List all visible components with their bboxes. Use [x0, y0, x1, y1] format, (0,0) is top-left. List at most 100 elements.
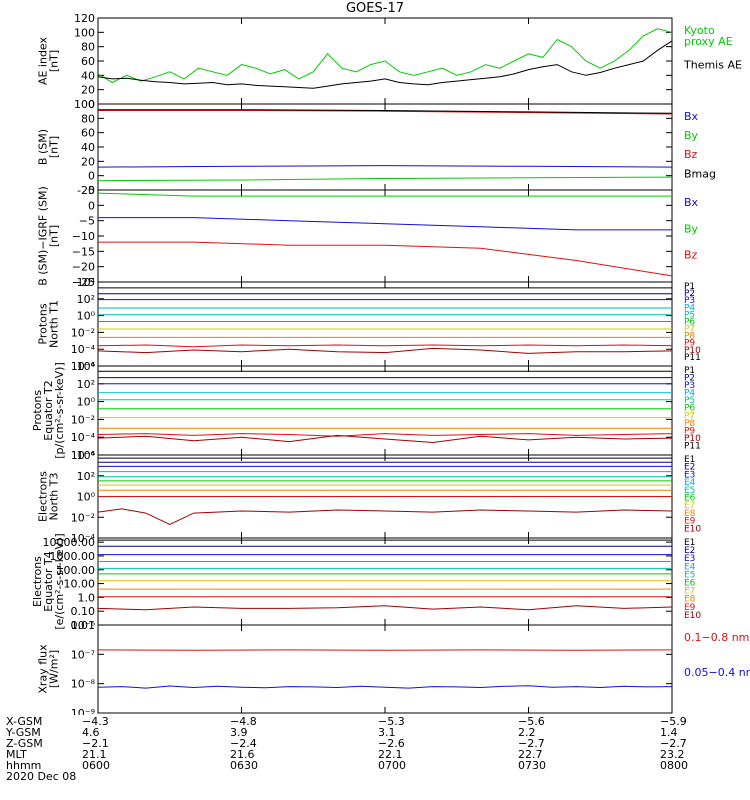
mlt-value: 21.6	[230, 748, 255, 761]
legend-label-e1: E1	[684, 538, 695, 548]
legend-label-p6: P6	[684, 317, 695, 327]
legend-label-p4: P4	[684, 389, 695, 399]
legend-label-e10: E10	[684, 611, 701, 621]
z-gsm-value: −2.6	[378, 737, 405, 750]
y-tick-label: -20	[77, 184, 95, 197]
legend-label-e8: E8	[684, 509, 696, 519]
z-gsm-value: −2.7	[518, 737, 545, 750]
legend-label-e2: E2	[684, 463, 695, 473]
y-tick-label: 10⁻⁸	[71, 678, 96, 691]
y-tick-label: 100	[74, 26, 95, 39]
y-tick-label: 10⁻⁴	[71, 532, 96, 545]
y-gsm-value: 4.6	[82, 726, 100, 739]
row-label-y-gsm: Y-GSM	[6, 726, 41, 739]
y-axis-label: [W/m²]	[48, 650, 61, 688]
series-line-by	[97, 176, 673, 182]
legend-label-e5: E5	[684, 486, 695, 496]
y-axis-label: Xray flux	[37, 644, 50, 694]
legend-label-p10: P10	[684, 434, 701, 444]
panel-frame	[97, 537, 673, 626]
y-axis-label: [e/(cm²-s-sr-keV)]	[53, 533, 66, 629]
y-axis-label: North T3	[48, 473, 61, 521]
series-line-p9	[97, 344, 673, 348]
legend-label-p1: P1	[684, 282, 695, 292]
row-label-x-gsm: X-GSM	[6, 715, 43, 728]
y-tick-label: 20	[81, 155, 95, 168]
hhmm-value: 0700	[378, 759, 406, 772]
y-axis-label: North T1	[48, 300, 61, 348]
y-tick-label: 10⁻⁷	[71, 648, 95, 661]
legend-label-e9: E9	[684, 517, 696, 527]
legend-label-bz: Bz	[684, 249, 698, 262]
y-axis-label: [p/(cm²-s-sr-keV)]	[53, 362, 66, 459]
y-tick-label: 0.01	[71, 619, 96, 632]
z-gsm-value: −2.4	[230, 737, 257, 750]
y-tick-label: 10⁴	[77, 276, 96, 289]
y-tick-label: 10⁰	[77, 310, 96, 323]
series-line-bz	[98, 241, 673, 277]
y-tick-label: 10⁻⁴	[71, 343, 96, 356]
y-axis-label: Electrons	[37, 471, 50, 522]
y-tick-label: 5	[88, 184, 95, 197]
y-tick-label: 1.0	[78, 591, 96, 604]
y-tick-label: 1000.00	[50, 550, 96, 563]
y-tick-label: 10⁻⁶	[71, 360, 96, 373]
y-tick-label: 10⁴	[77, 449, 96, 462]
z-gsm-value: −2.1	[82, 737, 109, 750]
legend-label-p11: P11	[684, 441, 701, 451]
y-tick-label: −10	[72, 230, 95, 243]
z-gsm-value: −2.7	[660, 737, 687, 750]
legend-label-p11: P11	[684, 353, 701, 363]
legend-label-p5: P5	[684, 310, 695, 320]
legend-label-e6: E6	[684, 579, 696, 589]
series-line-p10	[97, 347, 673, 354]
legend-label-e4: E4	[684, 478, 696, 488]
y-tick-label: 40	[81, 141, 95, 154]
x-gsm-value: −4.3	[82, 715, 109, 728]
y-axis-label: [nT]	[48, 50, 61, 72]
legend-label-e8: E8	[684, 595, 696, 605]
legend-label-p4: P4	[684, 303, 695, 313]
series-line-p10	[97, 434, 673, 444]
orbit-table: X-GSM Y-GSM Z-GSM MLT hhmm 2020 Dec 08 −…	[6, 713, 746, 798]
series-line-bx	[97, 165, 673, 168]
legend-label-0-1-0-8-nm: 0.1−0.8 nm	[684, 631, 749, 644]
y-tick-label: 0.10	[71, 605, 96, 618]
y-tick-label: 10⁻²	[71, 511, 95, 524]
y-tick-label: 10⁻²	[71, 413, 95, 426]
y-gsm-value: 2.2	[518, 726, 536, 739]
legend-label-p6: P6	[684, 404, 695, 414]
panel-frame	[97, 365, 673, 456]
y-axis-label: Equator T4	[42, 551, 55, 611]
mlt-value: 21.1	[82, 748, 107, 761]
y-tick-label: 100.00	[57, 564, 96, 577]
legend-label-0-05-0-4-nm: 0.05−0.4 nm	[684, 666, 750, 679]
legend-label-p3: P3	[684, 381, 695, 391]
legend-label-bz: Bz	[684, 148, 698, 161]
series-line-e10	[97, 508, 673, 526]
hhmm-value: 0600	[82, 759, 110, 772]
y-axis-label: AE index	[37, 36, 50, 85]
legend-label-p8: P8	[684, 419, 695, 429]
y-tick-label: 10000.00	[43, 536, 96, 549]
legend-label-bx: Bx	[684, 110, 699, 123]
y-axis-label: Equator T2	[42, 380, 55, 440]
row-label-mlt: MLT	[6, 748, 27, 761]
legend-label-p5: P5	[684, 396, 695, 406]
hhmm-value: 0730	[518, 759, 546, 772]
y-tick-label: 40	[81, 69, 95, 82]
series-line-p9	[97, 433, 673, 437]
y-tick-label: 80	[81, 41, 95, 54]
series-line-0-05-0-4-nm	[97, 685, 673, 689]
legend-label-e10: E10	[684, 524, 701, 534]
y-tick-label: 10.00	[64, 578, 96, 591]
legend-label-p9: P9	[684, 426, 695, 436]
y-tick-label: −15	[72, 245, 95, 258]
y-tick-label: 10²	[77, 378, 95, 391]
legend-label-bmag: Bmag	[684, 167, 716, 180]
row-label-z-gsm: Z-GSM	[6, 737, 43, 750]
